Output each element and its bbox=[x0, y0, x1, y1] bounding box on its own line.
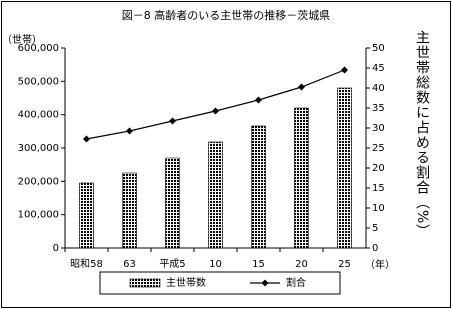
y-tick-label: 100,000 bbox=[18, 210, 59, 221]
x-tick-label: 15 bbox=[252, 259, 265, 270]
y-tick-label: 400,000 bbox=[18, 110, 59, 121]
y2-tick-label: 0 bbox=[372, 243, 378, 254]
y-tick-label: 200,000 bbox=[18, 176, 59, 187]
x-unit-label: （年） bbox=[365, 258, 395, 271]
y2-tick-label: 50 bbox=[372, 43, 385, 54]
bar bbox=[208, 141, 223, 249]
y2-tick-label: 35 bbox=[372, 103, 385, 114]
x-tick-label: 25 bbox=[338, 259, 351, 270]
bar bbox=[251, 125, 266, 249]
x-tick-label: 63 bbox=[123, 259, 136, 270]
line-marker bbox=[298, 83, 305, 91]
y-axis-label: （世帯） bbox=[2, 33, 42, 46]
bar bbox=[337, 87, 352, 249]
y2-tick-label: 10 bbox=[372, 203, 385, 214]
line-marker bbox=[212, 107, 219, 115]
bar bbox=[79, 182, 94, 249]
x-tick-label: 昭和58 bbox=[70, 258, 103, 270]
y2-tick-label: 40 bbox=[372, 83, 385, 94]
x-tick-label: 平成5 bbox=[159, 258, 185, 270]
line-marker bbox=[83, 135, 90, 143]
y2-tick-label: 20 bbox=[372, 163, 385, 174]
y-tick-label: 500,000 bbox=[18, 76, 59, 87]
y2-tick-label: 15 bbox=[372, 183, 385, 194]
bar bbox=[165, 157, 180, 249]
legend-marker bbox=[261, 279, 269, 287]
line-marker bbox=[255, 96, 262, 104]
line-marker bbox=[169, 117, 176, 125]
y2-tick-label: 30 bbox=[372, 123, 385, 134]
line-marker bbox=[341, 66, 348, 74]
bar bbox=[122, 172, 137, 249]
line-marker bbox=[126, 127, 133, 135]
legend-swatch bbox=[129, 278, 161, 288]
y2-axis-label: 主世帯総数に占める割合（%） bbox=[414, 30, 430, 239]
y-tick-label: 600,000 bbox=[18, 43, 59, 54]
legend-label: 割合 bbox=[286, 276, 306, 289]
chart-title: 図－8 高齢者のいる主世帯の推移－茨城県 bbox=[122, 8, 331, 22]
y-tick-label: 0 bbox=[53, 243, 59, 254]
y2-tick-label: 45 bbox=[372, 63, 385, 74]
bar bbox=[294, 107, 309, 249]
x-tick-label: 10 bbox=[209, 259, 222, 270]
y-tick-label: 300,000 bbox=[18, 143, 59, 154]
x-tick-label: 20 bbox=[295, 259, 308, 270]
y2-tick-label: 5 bbox=[372, 223, 378, 234]
legend-label: 主世帯数 bbox=[166, 276, 206, 289]
legend-box bbox=[99, 271, 341, 295]
y2-tick-label: 25 bbox=[372, 143, 385, 154]
